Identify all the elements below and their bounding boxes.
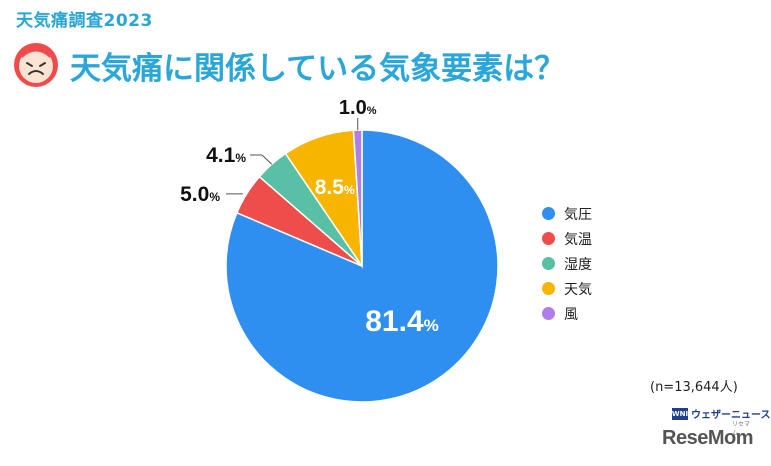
legend-swatch: [542, 282, 555, 295]
resemom-ruby: リセマム: [732, 421, 751, 437]
legend-label: 気温: [564, 231, 592, 248]
legend-swatch: [542, 232, 555, 245]
data-label-tenki: 8.5%: [315, 176, 355, 199]
weathernews-text: ウェザーニュース: [691, 410, 771, 421]
legend: 気圧 気温 湿度 天気 風: [542, 202, 592, 327]
page-title: 天気痛に関係している気象要素は？: [70, 50, 566, 87]
legend-swatch: [542, 207, 555, 220]
legend-item-kiatsu: 気圧: [542, 202, 592, 225]
data-label-kaze: 1.0%: [339, 97, 377, 119]
data-label-kiatsu: 81.4%: [365, 305, 439, 338]
survey-label: 天気痛調査2023: [16, 11, 153, 31]
headache-face-icon: [14, 43, 58, 87]
wni-badge: WNI: [671, 407, 689, 420]
legend-item-shitsudo: 湿度: [542, 252, 592, 275]
legend-item-kaze: 風: [542, 302, 592, 325]
data-label-shitsudo: 4.1%: [206, 144, 246, 167]
resemom-brand: ReseMom: [662, 427, 753, 449]
data-label-kion: 5.0%: [180, 183, 220, 206]
resemom-logo: リセマム ReseMom: [662, 421, 753, 450]
legend-swatch: [542, 257, 555, 270]
sample-size-note: (n=13,644人): [650, 380, 738, 395]
legend-item-kion: 気温: [542, 227, 592, 250]
legend-label: 風: [564, 306, 578, 323]
legend-swatch: [542, 307, 555, 320]
weathernews-logo: WNI ウェザーニュース: [672, 406, 771, 421]
legend-label: 気圧: [564, 206, 592, 223]
legend-label: 天気: [564, 281, 592, 298]
legend-label: 湿度: [564, 256, 592, 273]
legend-item-tenki: 天気: [542, 277, 592, 300]
title-row: 天気痛に関係している気象要素は？: [12, 40, 565, 90]
leader-line-shitsudo: [261, 154, 273, 165]
